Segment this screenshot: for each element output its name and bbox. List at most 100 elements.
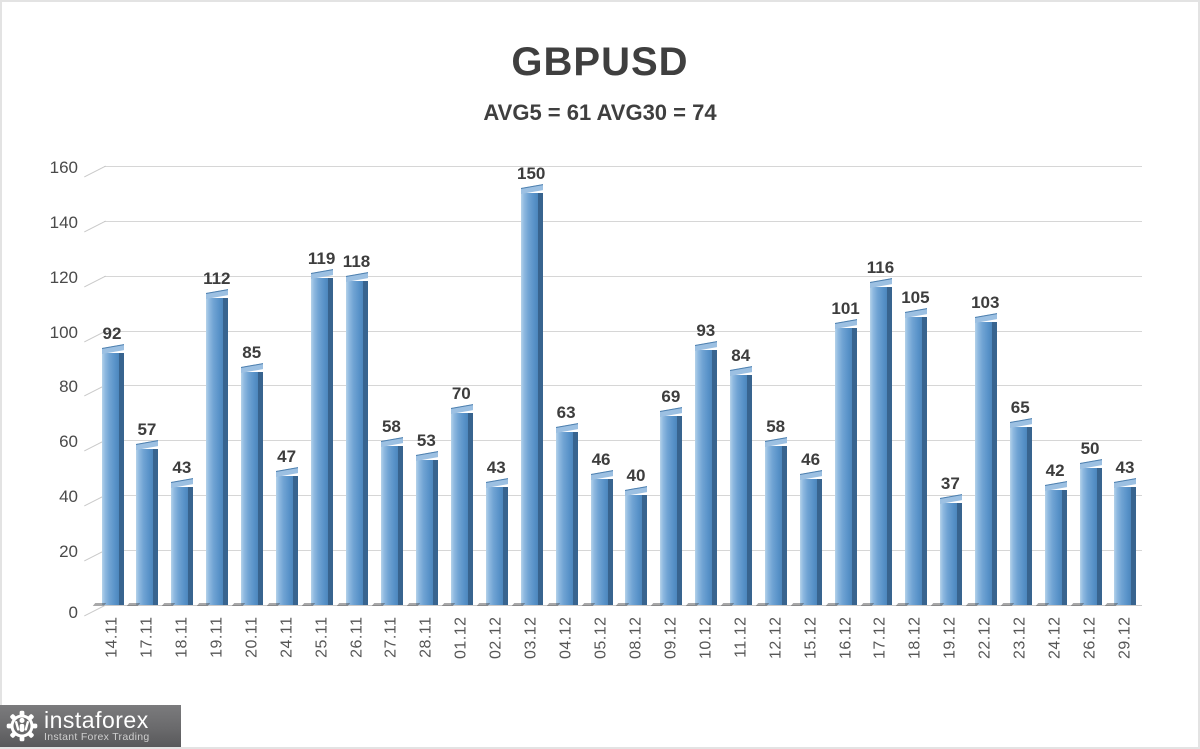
x-tick-label: 26.11 [348,616,366,658]
bar [974,322,997,605]
bar-value-label: 47 [277,447,297,467]
y-tick-label: 120 [49,267,78,287]
bar-value-label: 105 [901,287,930,307]
bar [450,412,473,605]
x-tick-label: 04.12 [557,616,575,660]
x-tick-label: 05.12 [592,616,610,660]
gridline [104,165,1142,167]
bar [1079,467,1102,605]
x-tick-label: 23.12 [1011,616,1029,660]
x-tick-label: 14.11 [103,616,121,658]
x-tick-label: 10.12 [697,616,715,660]
bar-value-label: 93 [696,320,716,340]
bar-value-label: 43 [172,458,192,477]
x-tick-label: 15.12 [802,616,820,660]
bar [136,448,159,605]
x-tick-label: 18.11 [173,616,191,658]
bar-value-label: 150 [516,164,546,184]
x-tick-label: 19.12 [941,616,959,660]
y-tick-label: 60 [59,432,78,452]
x-tick-label: 19.11 [208,616,226,658]
instaforex-gear-icon [6,710,38,742]
y-tick-label: 100 [49,322,78,342]
instaforex-logo: instaforex Instant Forex Trading [0,705,181,747]
bar [625,495,648,605]
x-tick-label: 01.12 [452,616,470,660]
bar-value-label: 116 [866,257,895,277]
bar [555,432,578,605]
bar-value-label: 101 [831,298,860,318]
bar [415,459,438,605]
bar-value-label: 37 [940,474,960,494]
bar [485,487,508,605]
bar-value-label: 58 [381,416,401,436]
bar-value-label: 119 [307,249,336,269]
bar [730,374,753,605]
bar [206,297,229,605]
gridline [104,385,1142,387]
bar [869,286,892,605]
logo-tagline: Instant Forex Trading [44,731,150,743]
y-tick-label: 140 [49,212,78,232]
bar-value-label: 46 [591,449,611,469]
x-tick-label: 22.12 [976,616,994,660]
x-tick-label: 17.11 [138,616,156,658]
bar [590,478,613,605]
bar-value-label: 40 [626,466,646,486]
x-tick-label: 08.12 [627,616,645,660]
bar [101,352,124,605]
bar [695,349,718,605]
y-tick-label: 160 [49,157,78,177]
bar [835,327,858,605]
bar [1114,487,1137,605]
logo-wordmark: instaforex [44,707,149,733]
bar-value-label: 46 [801,449,821,469]
bar-value-label: 118 [342,252,371,272]
bar [904,316,927,605]
bar [1009,426,1032,605]
bar [800,478,823,605]
bar-value-label: 69 [661,386,681,406]
y-tick-label: 80 [59,377,78,397]
x-tick-label: 16.12 [837,616,855,660]
gridline [104,220,1142,222]
bar-value-label: 53 [416,430,436,450]
y-tick-label: 40 [59,487,78,507]
bar-value-label: 84 [731,345,751,365]
chart-title: GBPUSD [511,40,689,84]
bar-value-label: 50 [1080,438,1100,458]
x-tick-label: 20.11 [243,616,261,658]
gridline [104,440,1142,442]
bar-value-label: 42 [1045,460,1065,480]
bar-value-label: 85 [242,342,262,362]
x-tick-label: 24.11 [278,616,296,658]
gridline [104,275,1142,277]
x-tick-label: 18.12 [906,616,924,660]
bar [1044,489,1067,605]
x-tick-label: 12.12 [767,616,785,660]
x-tick-label: 02.12 [487,616,505,660]
bar [241,371,264,605]
bar-value-label: 58 [766,416,786,436]
x-tick-label: 09.12 [662,616,680,660]
x-tick-label: 26.12 [1081,616,1099,660]
bar [311,278,334,605]
x-tick-label: 24.12 [1046,616,1064,660]
bar [171,487,194,605]
bar [276,476,299,605]
bar [346,281,369,605]
x-tick-label: 17.12 [871,616,889,660]
bar-value-label: 112 [203,268,231,288]
bar-value-label: 65 [1010,397,1030,417]
bar-value-label: 103 [971,293,1000,313]
grid-tick-3d [84,604,106,617]
x-tick-label: 25.11 [313,616,331,658]
y-tick-label: 0 [68,603,78,622]
x-tick-label: 27.11 [382,616,400,658]
bar-value-label: 43 [486,458,506,477]
grid-tick-3d [84,165,106,178]
x-tick-label: 29.12 [1116,616,1134,660]
bar-value-label: 92 [102,323,122,343]
x-tick-label: 03.12 [522,616,540,660]
